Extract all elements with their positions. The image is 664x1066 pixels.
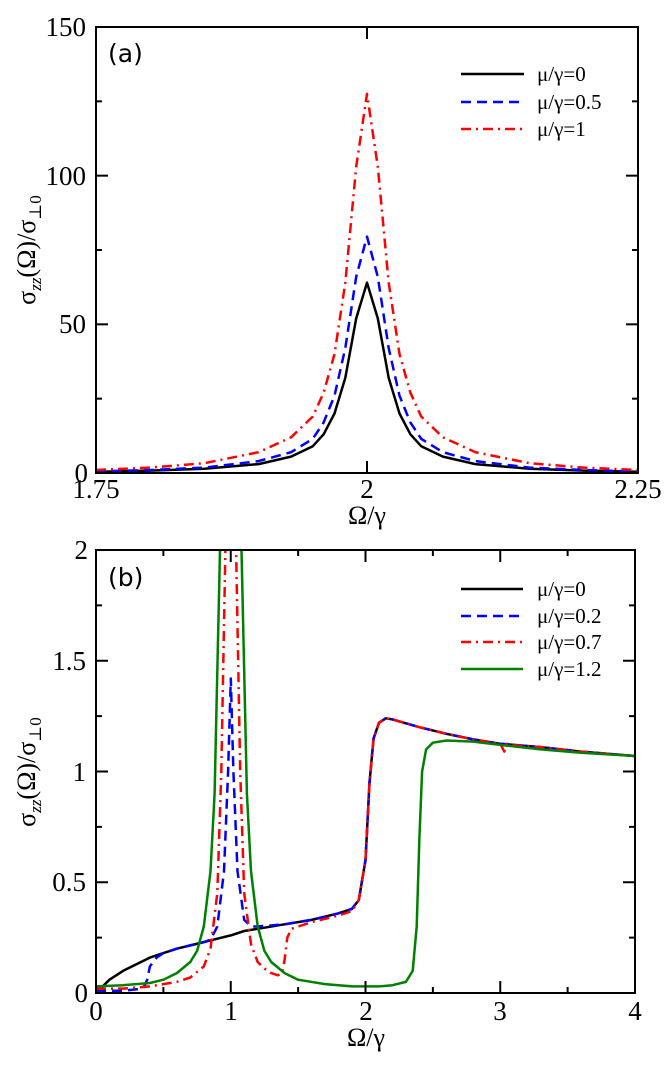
y-axis-title: σzz(Ω)/σ⊥0	[12, 195, 45, 305]
series-line	[96, 550, 635, 990]
panel-b-ticks	[95, 549, 636, 994]
x-axis-title: Ω/γ	[348, 501, 386, 530]
xtick-label: 2	[360, 474, 374, 504]
series-line	[96, 677, 635, 993]
xtick-label: 4	[628, 996, 642, 1026]
legend-a: μ/γ=0 μ/γ=0.5 μ/γ=1	[461, 62, 601, 141]
legend-b: μ/γ=0 μ/γ=0.2 μ/γ=0.7 μ/γ=1.2	[461, 577, 601, 681]
ytick-label: 1.5	[52, 646, 86, 676]
x-axis-title: Ω/γ	[347, 1023, 385, 1052]
legend-label: μ/γ=1.2	[537, 657, 601, 681]
legend-label: μ/γ=0	[537, 62, 586, 86]
ytick-label: 1	[73, 757, 87, 787]
xtick-label: 3	[493, 996, 507, 1026]
xtick-label: 2.25	[614, 474, 661, 504]
series-line	[96, 281, 638, 473]
xtick-label: 1	[224, 996, 238, 1026]
legend-label: μ/γ=0.5	[537, 90, 601, 114]
legend-label: μ/γ=0	[537, 577, 586, 601]
y-axis-title: σzz(Ω)/σ⊥0	[12, 717, 45, 827]
panel-label-a: (a)	[108, 39, 143, 68]
panel-a-curves	[96, 92, 638, 473]
ytick-label: 0.5	[52, 867, 86, 897]
series-line	[96, 550, 635, 988]
ytick-label: 150	[46, 12, 87, 42]
xtick-label: 2	[359, 996, 373, 1026]
xtick-label: 0	[89, 996, 103, 1026]
series-line	[96, 92, 638, 472]
ytick-label: 0	[75, 458, 89, 488]
panel-label-b: (b)	[108, 563, 143, 592]
legend-label: μ/γ=1	[537, 117, 586, 141]
panel-b-curves	[96, 550, 635, 993]
ytick-label: 0	[75, 978, 89, 1008]
ytick-label: 100	[46, 161, 87, 191]
ytick-label: 50	[59, 309, 86, 339]
series-line	[96, 235, 638, 473]
ytick-label: 2	[75, 535, 89, 565]
panel-a-ticks	[95, 26, 639, 474]
panel-b: 2 1.5 1 0.5 0 0 1 2 3 4 Ω/γ σzz(Ω)/σ⊥0 (…	[12, 535, 642, 1052]
panel-a: 150 100 50 0 1.75 2 2.25 Ω/γ σzz(Ω)/σ⊥0 …	[12, 12, 662, 530]
legend-label: μ/γ=0.7	[537, 630, 601, 654]
xtick-label: 1.75	[72, 474, 119, 504]
legend-label: μ/γ=0.2	[537, 604, 601, 628]
